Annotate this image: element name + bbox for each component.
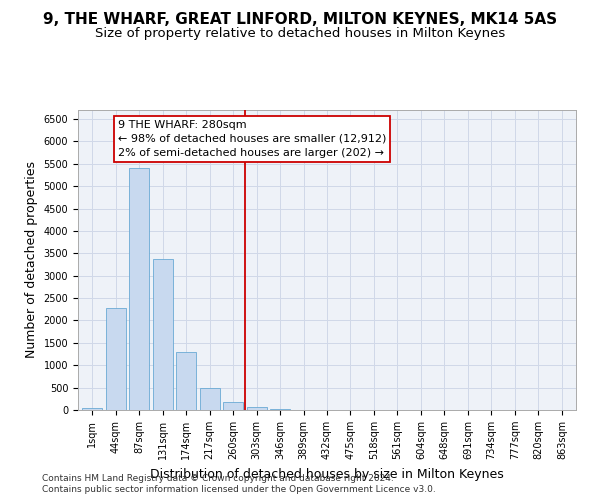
Text: Contains public sector information licensed under the Open Government Licence v3: Contains public sector information licen…: [42, 485, 436, 494]
Bar: [152, 258, 173, 410]
Bar: [129, 168, 149, 410]
Text: Contains HM Land Registry data © Crown copyright and database right 2024.: Contains HM Land Registry data © Crown c…: [42, 474, 394, 483]
Bar: [106, 308, 125, 410]
Text: 9 THE WHARF: 280sqm
← 98% of detached houses are smaller (12,912)
2% of semi-det: 9 THE WHARF: 280sqm ← 98% of detached ho…: [118, 120, 386, 158]
Bar: [82, 408, 102, 410]
Bar: [247, 406, 266, 410]
X-axis label: Distribution of detached houses by size in Milton Keynes: Distribution of detached houses by size …: [150, 468, 504, 480]
Bar: [270, 409, 290, 410]
Bar: [176, 352, 196, 410]
Bar: [200, 388, 220, 410]
Y-axis label: Number of detached properties: Number of detached properties: [25, 162, 38, 358]
Bar: [223, 402, 243, 410]
Text: 9, THE WHARF, GREAT LINFORD, MILTON KEYNES, MK14 5AS: 9, THE WHARF, GREAT LINFORD, MILTON KEYN…: [43, 12, 557, 28]
Text: Size of property relative to detached houses in Milton Keynes: Size of property relative to detached ho…: [95, 28, 505, 40]
